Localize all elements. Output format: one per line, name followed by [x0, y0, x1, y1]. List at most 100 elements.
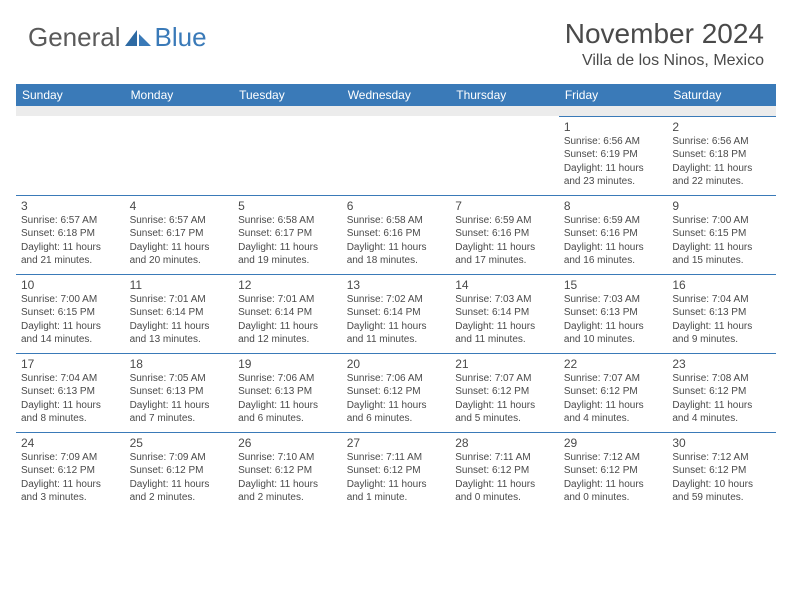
day-info: Sunrise: 6:57 AMSunset: 6:18 PMDaylight:… — [21, 214, 120, 268]
day-number: 24 — [21, 436, 120, 450]
logo-text-general: General — [28, 22, 121, 53]
day-info: Sunrise: 7:04 AMSunset: 6:13 PMDaylight:… — [672, 293, 771, 347]
day-info: Sunrise: 6:59 AMSunset: 6:16 PMDaylight:… — [455, 214, 554, 268]
day-header-sunday: Sunday — [16, 84, 125, 106]
empty-cell — [125, 116, 234, 195]
day-cell-29: 29Sunrise: 7:12 AMSunset: 6:12 PMDayligh… — [559, 432, 668, 511]
week-row: 17Sunrise: 7:04 AMSunset: 6:13 PMDayligh… — [16, 353, 776, 432]
day-cell-10: 10Sunrise: 7:00 AMSunset: 6:15 PMDayligh… — [16, 274, 125, 353]
day-info: Sunrise: 6:56 AMSunset: 6:19 PMDaylight:… — [564, 135, 663, 189]
day-info: Sunrise: 7:09 AMSunset: 6:12 PMDaylight:… — [21, 451, 120, 505]
day-info: Sunrise: 6:56 AMSunset: 6:18 PMDaylight:… — [672, 135, 771, 189]
sail-icon — [123, 28, 153, 48]
day-cell-28: 28Sunrise: 7:11 AMSunset: 6:12 PMDayligh… — [450, 432, 559, 511]
day-number: 6 — [347, 199, 446, 213]
day-cell-1: 1Sunrise: 6:56 AMSunset: 6:19 PMDaylight… — [559, 116, 668, 195]
day-info: Sunrise: 7:05 AMSunset: 6:13 PMDaylight:… — [130, 372, 229, 426]
blank-cell — [342, 106, 451, 116]
week-row: 10Sunrise: 7:00 AMSunset: 6:15 PMDayligh… — [16, 274, 776, 353]
day-cell-22: 22Sunrise: 7:07 AMSunset: 6:12 PMDayligh… — [559, 353, 668, 432]
day-cell-2: 2Sunrise: 6:56 AMSunset: 6:18 PMDaylight… — [667, 116, 776, 195]
day-number: 10 — [21, 278, 120, 292]
blank-cell — [16, 106, 125, 116]
day-info: Sunrise: 7:01 AMSunset: 6:14 PMDaylight:… — [130, 293, 229, 347]
day-number: 5 — [238, 199, 337, 213]
day-cell-12: 12Sunrise: 7:01 AMSunset: 6:14 PMDayligh… — [233, 274, 342, 353]
day-number: 19 — [238, 357, 337, 371]
day-number: 16 — [672, 278, 771, 292]
blank-cell — [125, 106, 234, 116]
day-number: 30 — [672, 436, 771, 450]
day-number: 4 — [130, 199, 229, 213]
month-title: November 2024 — [565, 18, 764, 50]
day-number: 28 — [455, 436, 554, 450]
day-info: Sunrise: 7:12 AMSunset: 6:12 PMDaylight:… — [564, 451, 663, 505]
day-cell-5: 5Sunrise: 6:58 AMSunset: 6:17 PMDaylight… — [233, 195, 342, 274]
day-number: 21 — [455, 357, 554, 371]
location: Villa de los Ninos, Mexico — [565, 52, 764, 70]
day-info: Sunrise: 6:57 AMSunset: 6:17 PMDaylight:… — [130, 214, 229, 268]
day-cell-27: 27Sunrise: 7:11 AMSunset: 6:12 PMDayligh… — [342, 432, 451, 511]
day-number: 13 — [347, 278, 446, 292]
day-header-thursday: Thursday — [450, 84, 559, 106]
day-cell-4: 4Sunrise: 6:57 AMSunset: 6:17 PMDaylight… — [125, 195, 234, 274]
day-number: 18 — [130, 357, 229, 371]
day-header-wednesday: Wednesday — [342, 84, 451, 106]
day-number: 11 — [130, 278, 229, 292]
day-info: Sunrise: 7:10 AMSunset: 6:12 PMDaylight:… — [238, 451, 337, 505]
day-info: Sunrise: 7:03 AMSunset: 6:14 PMDaylight:… — [455, 293, 554, 347]
day-info: Sunrise: 7:07 AMSunset: 6:12 PMDaylight:… — [455, 372, 554, 426]
day-info: Sunrise: 6:58 AMSunset: 6:16 PMDaylight:… — [347, 214, 446, 268]
day-info: Sunrise: 7:11 AMSunset: 6:12 PMDaylight:… — [347, 451, 446, 505]
day-cell-19: 19Sunrise: 7:06 AMSunset: 6:13 PMDayligh… — [233, 353, 342, 432]
blank-cell — [233, 106, 342, 116]
day-number: 8 — [564, 199, 663, 213]
day-header-row: SundayMondayTuesdayWednesdayThursdayFrid… — [16, 84, 776, 106]
day-number: 7 — [455, 199, 554, 213]
day-info: Sunrise: 7:07 AMSunset: 6:12 PMDaylight:… — [564, 372, 663, 426]
day-info: Sunrise: 6:58 AMSunset: 6:17 PMDaylight:… — [238, 214, 337, 268]
logo: General Blue — [28, 18, 207, 53]
header: General Blue November 2024 Villa de los … — [0, 0, 792, 78]
day-cell-20: 20Sunrise: 7:06 AMSunset: 6:12 PMDayligh… — [342, 353, 451, 432]
day-info: Sunrise: 7:06 AMSunset: 6:13 PMDaylight:… — [238, 372, 337, 426]
day-number: 15 — [564, 278, 663, 292]
day-number: 9 — [672, 199, 771, 213]
day-number: 17 — [21, 357, 120, 371]
day-number: 25 — [130, 436, 229, 450]
blank-cell — [450, 106, 559, 116]
day-cell-13: 13Sunrise: 7:02 AMSunset: 6:14 PMDayligh… — [342, 274, 451, 353]
day-cell-16: 16Sunrise: 7:04 AMSunset: 6:13 PMDayligh… — [667, 274, 776, 353]
day-cell-25: 25Sunrise: 7:09 AMSunset: 6:12 PMDayligh… — [125, 432, 234, 511]
day-header-friday: Friday — [559, 84, 668, 106]
day-cell-9: 9Sunrise: 7:00 AMSunset: 6:15 PMDaylight… — [667, 195, 776, 274]
day-info: Sunrise: 7:00 AMSunset: 6:15 PMDaylight:… — [21, 293, 120, 347]
day-cell-26: 26Sunrise: 7:10 AMSunset: 6:12 PMDayligh… — [233, 432, 342, 511]
day-cell-21: 21Sunrise: 7:07 AMSunset: 6:12 PMDayligh… — [450, 353, 559, 432]
day-info: Sunrise: 7:11 AMSunset: 6:12 PMDaylight:… — [455, 451, 554, 505]
day-number: 2 — [672, 120, 771, 134]
day-cell-7: 7Sunrise: 6:59 AMSunset: 6:16 PMDaylight… — [450, 195, 559, 274]
blank-cell — [667, 106, 776, 116]
title-block: November 2024 Villa de los Ninos, Mexico — [565, 18, 764, 70]
day-info: Sunrise: 6:59 AMSunset: 6:16 PMDaylight:… — [564, 214, 663, 268]
day-info: Sunrise: 7:06 AMSunset: 6:12 PMDaylight:… — [347, 372, 446, 426]
day-cell-15: 15Sunrise: 7:03 AMSunset: 6:13 PMDayligh… — [559, 274, 668, 353]
day-cell-23: 23Sunrise: 7:08 AMSunset: 6:12 PMDayligh… — [667, 353, 776, 432]
calendar-table: SundayMondayTuesdayWednesdayThursdayFrid… — [16, 84, 776, 511]
day-info: Sunrise: 7:12 AMSunset: 6:12 PMDaylight:… — [672, 451, 771, 505]
day-cell-18: 18Sunrise: 7:05 AMSunset: 6:13 PMDayligh… — [125, 353, 234, 432]
day-cell-30: 30Sunrise: 7:12 AMSunset: 6:12 PMDayligh… — [667, 432, 776, 511]
day-info: Sunrise: 7:03 AMSunset: 6:13 PMDaylight:… — [564, 293, 663, 347]
day-info: Sunrise: 7:00 AMSunset: 6:15 PMDaylight:… — [672, 214, 771, 268]
day-number: 23 — [672, 357, 771, 371]
week-row: 1Sunrise: 6:56 AMSunset: 6:19 PMDaylight… — [16, 116, 776, 195]
day-number: 27 — [347, 436, 446, 450]
empty-cell — [233, 116, 342, 195]
week-row: 3Sunrise: 6:57 AMSunset: 6:18 PMDaylight… — [16, 195, 776, 274]
day-info: Sunrise: 7:02 AMSunset: 6:14 PMDaylight:… — [347, 293, 446, 347]
day-info: Sunrise: 7:04 AMSunset: 6:13 PMDaylight:… — [21, 372, 120, 426]
day-cell-11: 11Sunrise: 7:01 AMSunset: 6:14 PMDayligh… — [125, 274, 234, 353]
day-info: Sunrise: 7:09 AMSunset: 6:12 PMDaylight:… — [130, 451, 229, 505]
day-number: 20 — [347, 357, 446, 371]
